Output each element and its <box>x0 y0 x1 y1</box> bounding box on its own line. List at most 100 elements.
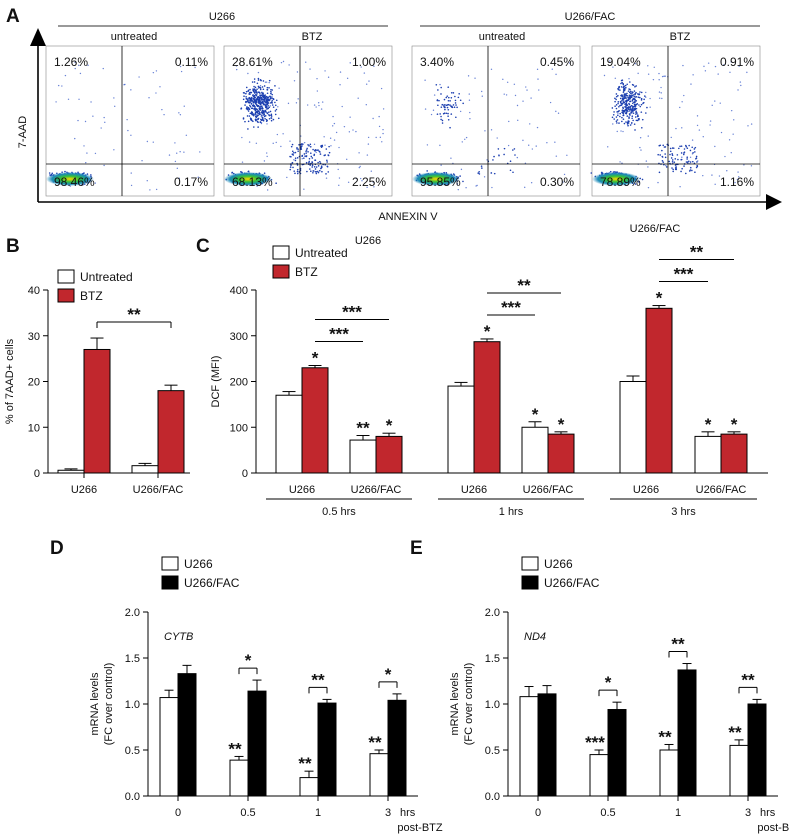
flow-event <box>450 157 452 159</box>
flow-event <box>314 170 317 173</box>
flow-event <box>469 111 471 114</box>
flow-event <box>475 185 477 187</box>
flow-event <box>557 112 560 114</box>
flow-event <box>249 88 251 91</box>
flow-event <box>457 96 460 99</box>
y-tick-label: 0.0 <box>125 791 140 803</box>
flow-event <box>679 145 681 148</box>
flow-event <box>155 92 157 94</box>
flow-event <box>503 93 505 95</box>
flow-event <box>628 113 631 115</box>
flow-event <box>503 147 506 150</box>
flow-event <box>665 164 667 167</box>
x-tick-label: 3 <box>745 807 751 819</box>
x-unit-label: post-BTZ <box>757 822 789 834</box>
flow-event <box>621 95 623 97</box>
flow-event <box>446 95 449 97</box>
flow-event <box>664 75 666 77</box>
flow-event <box>85 161 87 164</box>
flow-event <box>614 77 617 79</box>
significance-label: *** <box>674 265 694 284</box>
flow-event <box>625 96 627 99</box>
flow-event <box>750 165 753 167</box>
flow-event <box>641 118 644 121</box>
flow-event <box>632 112 635 114</box>
flow-event <box>263 160 266 162</box>
flow-event <box>123 84 125 86</box>
flow-event <box>726 170 728 172</box>
flow-event <box>306 170 308 173</box>
flow-event <box>269 95 271 98</box>
c-extra-label: U266/FAC <box>630 223 681 235</box>
bar-btz <box>375 435 403 474</box>
flow-event <box>615 93 618 95</box>
flow-event <box>640 97 643 100</box>
flow-event <box>176 167 179 170</box>
flow-event <box>622 130 624 133</box>
flow-event <box>639 91 641 93</box>
flow-event <box>729 71 731 74</box>
flow-event <box>688 170 691 172</box>
flow-event <box>611 116 614 119</box>
flow-event <box>247 101 250 104</box>
flow-event <box>255 99 257 102</box>
flow-event <box>280 145 282 148</box>
flow-event <box>78 98 80 100</box>
a-yaxis-arrow <box>30 28 46 46</box>
flow-event <box>309 164 312 166</box>
flow-event <box>307 144 309 146</box>
flow-event <box>490 68 493 71</box>
flow-event <box>102 67 104 70</box>
significance-label: ** <box>658 727 672 746</box>
flow-event <box>623 122 626 125</box>
flow-event <box>476 184 478 187</box>
bar-untreated <box>57 469 85 474</box>
flow-event <box>615 95 618 98</box>
significance-label: *** <box>342 302 362 321</box>
flow-event <box>440 118 442 121</box>
flow-event <box>316 78 318 80</box>
flow-event <box>254 118 257 121</box>
flow-event <box>249 104 251 107</box>
flow-event <box>443 105 445 108</box>
flow-event <box>660 86 662 89</box>
flow-event <box>130 89 132 91</box>
flow-event <box>443 104 445 106</box>
flow-event <box>310 152 312 154</box>
flow-event <box>621 81 623 84</box>
flow-event <box>507 144 510 147</box>
flow-event <box>483 176 486 178</box>
flow-event <box>313 104 316 106</box>
flow-event <box>254 109 257 112</box>
flow-event <box>271 89 274 91</box>
flow-event <box>332 125 334 127</box>
flow-event <box>481 95 484 97</box>
flow-event <box>194 66 196 69</box>
flow-event <box>268 111 270 113</box>
flow-event <box>689 161 692 163</box>
legend-label: BTZ <box>80 289 103 303</box>
flow-event <box>326 159 328 162</box>
flow-event <box>312 170 315 172</box>
flow-event <box>661 75 664 78</box>
flow-event <box>546 142 548 144</box>
flow-event <box>689 156 692 158</box>
flow-event <box>94 152 97 155</box>
flow-event <box>361 180 363 182</box>
flow-event <box>696 115 699 117</box>
flow-event <box>462 180 464 183</box>
flow-event <box>296 168 299 171</box>
flow-event <box>622 86 625 89</box>
flow-event <box>459 110 462 113</box>
significance-label: * <box>656 289 663 308</box>
flow-event <box>622 82 624 85</box>
flow-event <box>247 110 250 112</box>
legend-label: Untreated <box>295 246 348 260</box>
flow-event <box>490 172 493 174</box>
flow-event <box>328 151 331 154</box>
flow-event <box>179 114 182 116</box>
flow-event <box>256 101 258 104</box>
flow-event <box>265 81 268 83</box>
significance-label: * <box>385 665 392 684</box>
flow-event <box>664 153 666 155</box>
